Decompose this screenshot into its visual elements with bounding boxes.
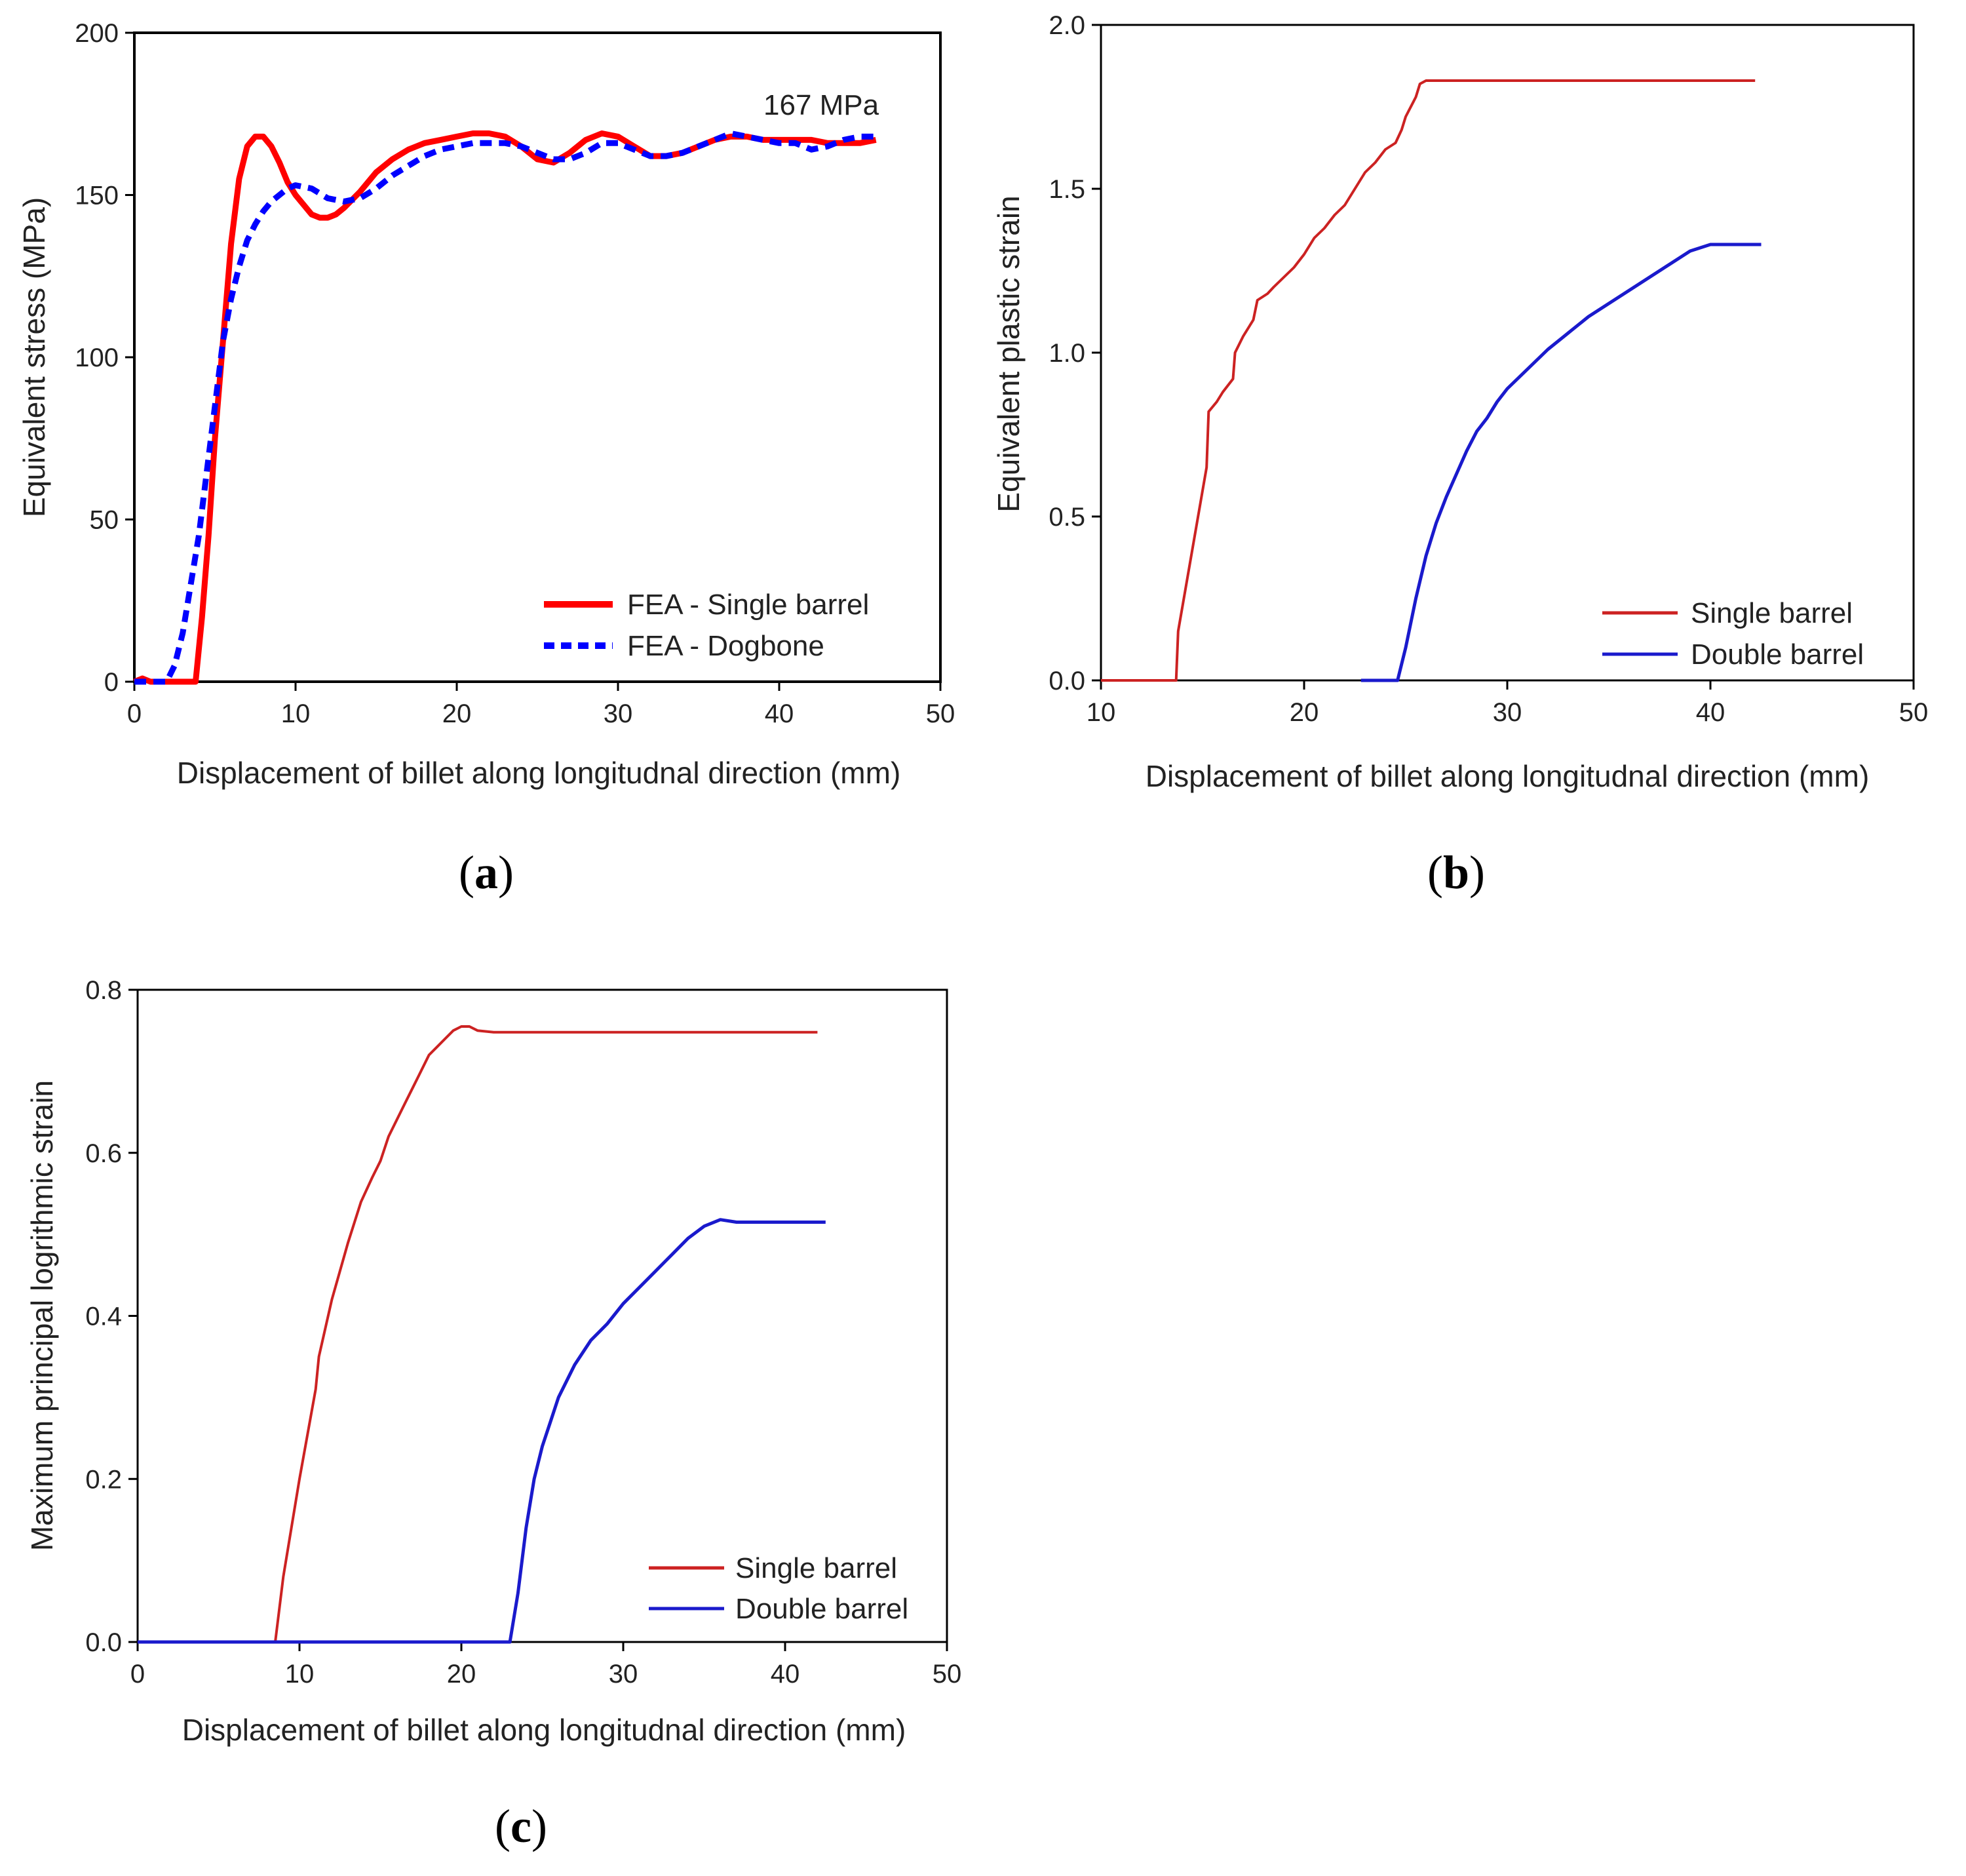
panel-label-c: (c): [495, 1800, 547, 1852]
panel-c-y-tick-label: 0.6: [85, 1139, 122, 1168]
panel-b-legend-label-double-barrel: Double barrel: [1691, 638, 1864, 671]
panel-c-y-tick-label: 0.8: [85, 976, 122, 1005]
panel-b-x-tick-label: 10: [1087, 698, 1116, 727]
panel-a-y-tick-label: 200: [75, 19, 119, 48]
panel-a-y-tick-label: 150: [75, 182, 119, 210]
panel-c-x-tick-label: 30: [609, 1660, 638, 1689]
panel-b-x-tick-label: 40: [1696, 698, 1725, 727]
panel-c-x-tick-label: 10: [285, 1660, 315, 1689]
panel-a-x-tick-label: 40: [765, 699, 794, 728]
panel-c-legend-label-single-barrel: Single barrel: [735, 1552, 897, 1584]
panel-b-chart: 10 20 30 40 50 0.0 0.5 1.0 1.5 2.0 Displacement …: [992, 11, 1928, 899]
panel-b-y-tick-label: 1.0: [1049, 339, 1085, 368]
panel-a-y-tick-label: 100: [75, 343, 119, 372]
panel-a-series-fea-dogbone: [134, 130, 876, 685]
panel-a-annotation-167mpa: 167 MPa: [763, 89, 879, 121]
panel-b-y-axis-label: Equivalent plastic strain: [992, 195, 1026, 512]
panel-b-y-tick-label: 2.0: [1049, 11, 1085, 40]
panel-a-x-tick-label: 30: [604, 699, 633, 728]
panel-b-x-axis-label: Displacement of billet along longitudnal…: [1146, 759, 1870, 793]
panel-label-a: (a): [459, 846, 514, 899]
panel-c-x-axis-label: Displacement of billet along longitudnal…: [182, 1713, 906, 1747]
panel-c-x-tick-label: 0: [130, 1660, 145, 1689]
panel-a-y-axis-label: Equivalent stress (MPa): [17, 197, 51, 517]
panel-a-y-tick-label: 0: [104, 668, 119, 697]
panel-b-y-tick-label: 0.5: [1049, 503, 1085, 532]
panel-c-series-double-barrel: [138, 1218, 826, 1644]
panel-a-series-fea-single-barrel: [133, 130, 877, 685]
panel-label-b: (b): [1427, 846, 1485, 899]
panel-a-y-tick-label: 50: [90, 506, 119, 535]
panel-b-x-tick-label: 30: [1493, 698, 1522, 727]
panel-c-chart: 0 10 20 30 40 50 0.0 0.2 0.4 0.6 0.8 Displacement…: [25, 976, 961, 1852]
panel-c-y-tick-label: 0.0: [85, 1628, 122, 1657]
panel-b-legend: Single barrel Double barrel: [1602, 597, 1864, 671]
panel-b-legend-label-single-barrel: Single barrel: [1691, 597, 1853, 629]
panel-c-x-tick-label: 20: [447, 1660, 476, 1689]
panel-a-x-tick-label: 0: [127, 699, 142, 728]
panel-a-legend-label-dogbone: FEA - Dogbone: [627, 630, 824, 662]
panel-a-x-axis-label: Displacement of billet along longitudnal…: [177, 756, 901, 790]
panel-c-y-tick-label: 0.2: [85, 1465, 122, 1494]
panel-b-y-tick-label: 0.0: [1049, 667, 1085, 695]
panel-c-legend: Single barrel Double barrel: [649, 1552, 908, 1625]
panel-a-legend-label-single-barrel: FEA - Single barrel: [627, 589, 869, 621]
panel-b-x-tick-label: 50: [1899, 698, 1929, 727]
panel-c-y-axis-label: Maximum principal logrithmic strain: [25, 1080, 59, 1551]
panel-c-x-tick-label: 40: [771, 1660, 800, 1689]
panel-c-series-single-barrel: [138, 1025, 818, 1643]
panel-c-y-tick-label: 0.4: [85, 1302, 122, 1331]
panel-a-x-tick-label: 10: [281, 699, 311, 728]
panel-c-x-tick-label: 50: [933, 1660, 962, 1689]
panel-a-chart: 0 10 20 30 40 50 0 50 100 150 200 Displacement of…: [17, 19, 955, 899]
panel-a-x-tick-label: 50: [926, 699, 955, 728]
panel-a-legend: FEA - Single barrel FEA - Dogbone: [544, 589, 869, 662]
panel-b-series-double-barrel: [1360, 243, 1762, 682]
panel-a-x-tick-label: 20: [442, 699, 472, 728]
panel-b-x-tick-label: 20: [1290, 698, 1319, 727]
panel-b-series-single-barrel: [1101, 79, 1756, 682]
panel-b-y-tick-label: 1.5: [1049, 175, 1085, 204]
panel-c-legend-label-double-barrel: Double barrel: [735, 1593, 908, 1625]
